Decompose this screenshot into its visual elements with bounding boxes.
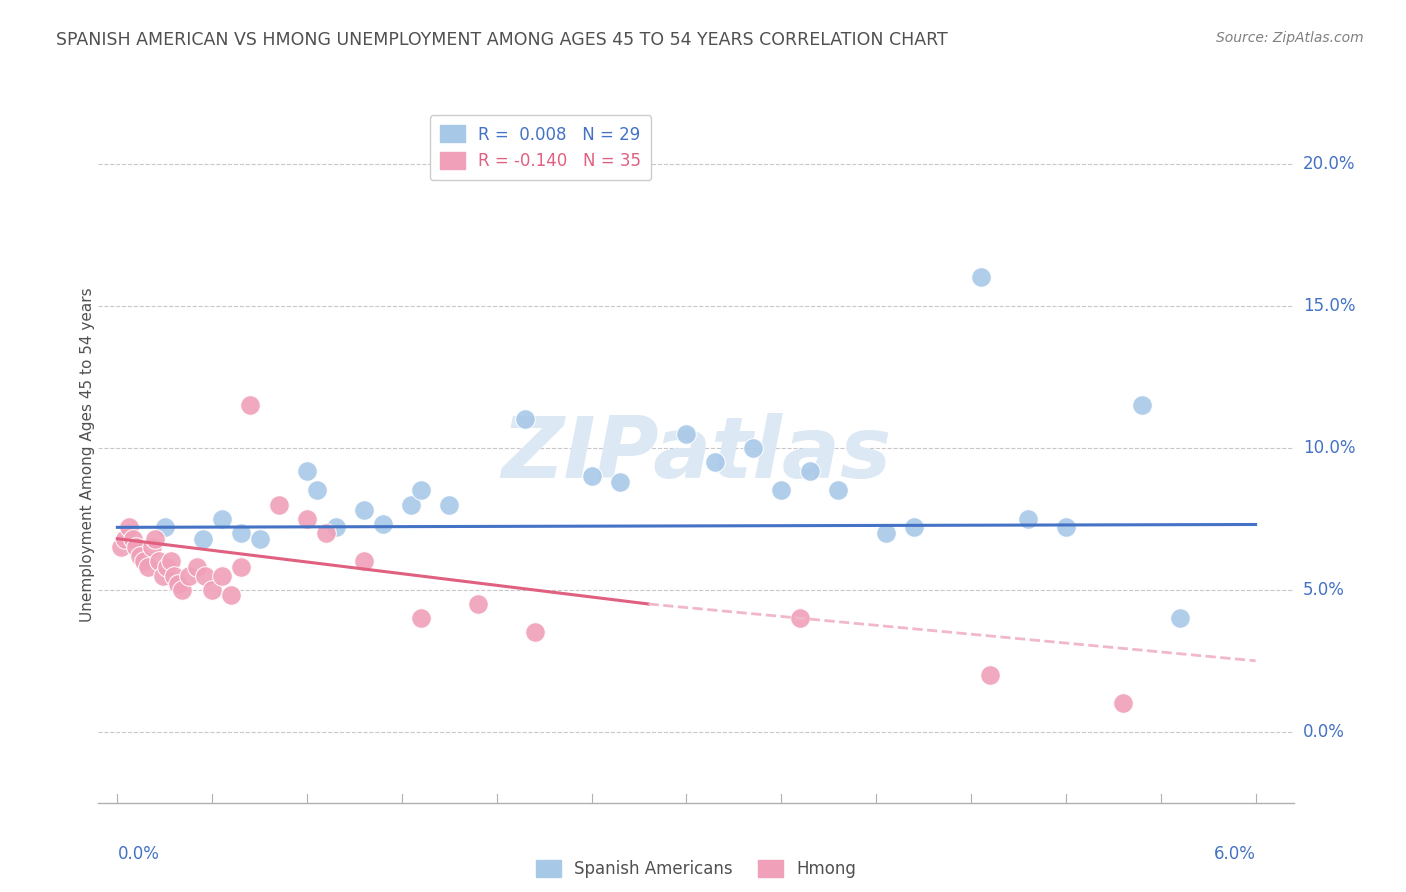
Point (114, 532, 136, 546)
Text: 15.0%: 15.0% (1303, 297, 1355, 315)
Point (799, 464, 821, 478)
Text: Source: ZipAtlas.com: Source: ZipAtlas.com (1216, 31, 1364, 45)
Point (353, 503, 375, 517)
Point (118, 520, 141, 534)
Point (125, 540, 148, 554)
Point (170, 582, 193, 597)
Text: 0.0%: 0.0% (1303, 723, 1346, 740)
Point (249, 532, 271, 546)
Y-axis label: Unemployment Among Ages 45 to 54 years: Unemployment Among Ages 45 to 54 years (80, 287, 94, 623)
Point (305, 483, 328, 498)
Point (229, 526, 252, 541)
Point (523, 625, 546, 640)
Point (467, 597, 489, 611)
Point (979, 668, 1001, 682)
Legend: Spanish Americans, Hmong: Spanish Americans, Hmong (529, 854, 863, 885)
Point (401, 498, 423, 512)
Text: ZIPatlas: ZIPatlas (501, 413, 891, 497)
Point (789, 611, 811, 625)
Point (1054, 520, 1077, 534)
Point (167, 577, 190, 591)
Point (371, 517, 394, 532)
Point (159, 554, 181, 568)
Point (409, 611, 432, 625)
Text: 6.0%: 6.0% (1213, 845, 1256, 863)
Point (191, 532, 214, 546)
Point (675, 426, 697, 441)
Text: 20.0%: 20.0% (1303, 155, 1355, 173)
Point (827, 483, 849, 498)
Point (295, 512, 318, 526)
Text: 10.0%: 10.0% (1303, 439, 1355, 457)
Point (325, 520, 347, 534)
Point (1017, 512, 1039, 526)
Point (148, 554, 170, 568)
Point (969, 270, 991, 285)
Point (1168, 611, 1191, 625)
Point (110, 540, 132, 554)
Point (239, 398, 262, 412)
Point (136, 560, 159, 574)
Point (153, 520, 176, 534)
Point (703, 455, 725, 469)
Point (581, 469, 603, 483)
Point (439, 498, 461, 512)
Point (229, 560, 252, 574)
Point (903, 520, 925, 534)
Point (315, 526, 337, 541)
Text: SPANISH AMERICAN VS HMONG UNEMPLOYMENT AMONG AGES 45 TO 54 YEARS CORRELATION CHA: SPANISH AMERICAN VS HMONG UNEMPLOYMENT A… (56, 31, 948, 49)
Point (129, 549, 152, 563)
Point (219, 589, 242, 603)
Point (201, 582, 224, 597)
Point (179, 568, 201, 582)
Point (141, 540, 163, 554)
Text: 5.0%: 5.0% (1303, 581, 1346, 599)
Point (186, 560, 208, 574)
Point (875, 526, 897, 541)
Text: 0.0%: 0.0% (117, 845, 159, 863)
Point (515, 412, 537, 426)
Point (770, 483, 793, 498)
Point (1112, 697, 1135, 711)
Point (353, 554, 375, 568)
Point (609, 475, 631, 489)
Point (143, 532, 166, 546)
Point (211, 512, 233, 526)
Point (295, 464, 318, 478)
Point (741, 441, 763, 455)
Point (121, 532, 143, 546)
Point (267, 498, 290, 512)
Point (152, 568, 174, 582)
Point (194, 568, 217, 582)
Point (409, 483, 432, 498)
Point (132, 554, 155, 568)
Point (156, 560, 179, 574)
Point (163, 568, 186, 582)
Point (1130, 398, 1153, 412)
Point (211, 568, 233, 582)
